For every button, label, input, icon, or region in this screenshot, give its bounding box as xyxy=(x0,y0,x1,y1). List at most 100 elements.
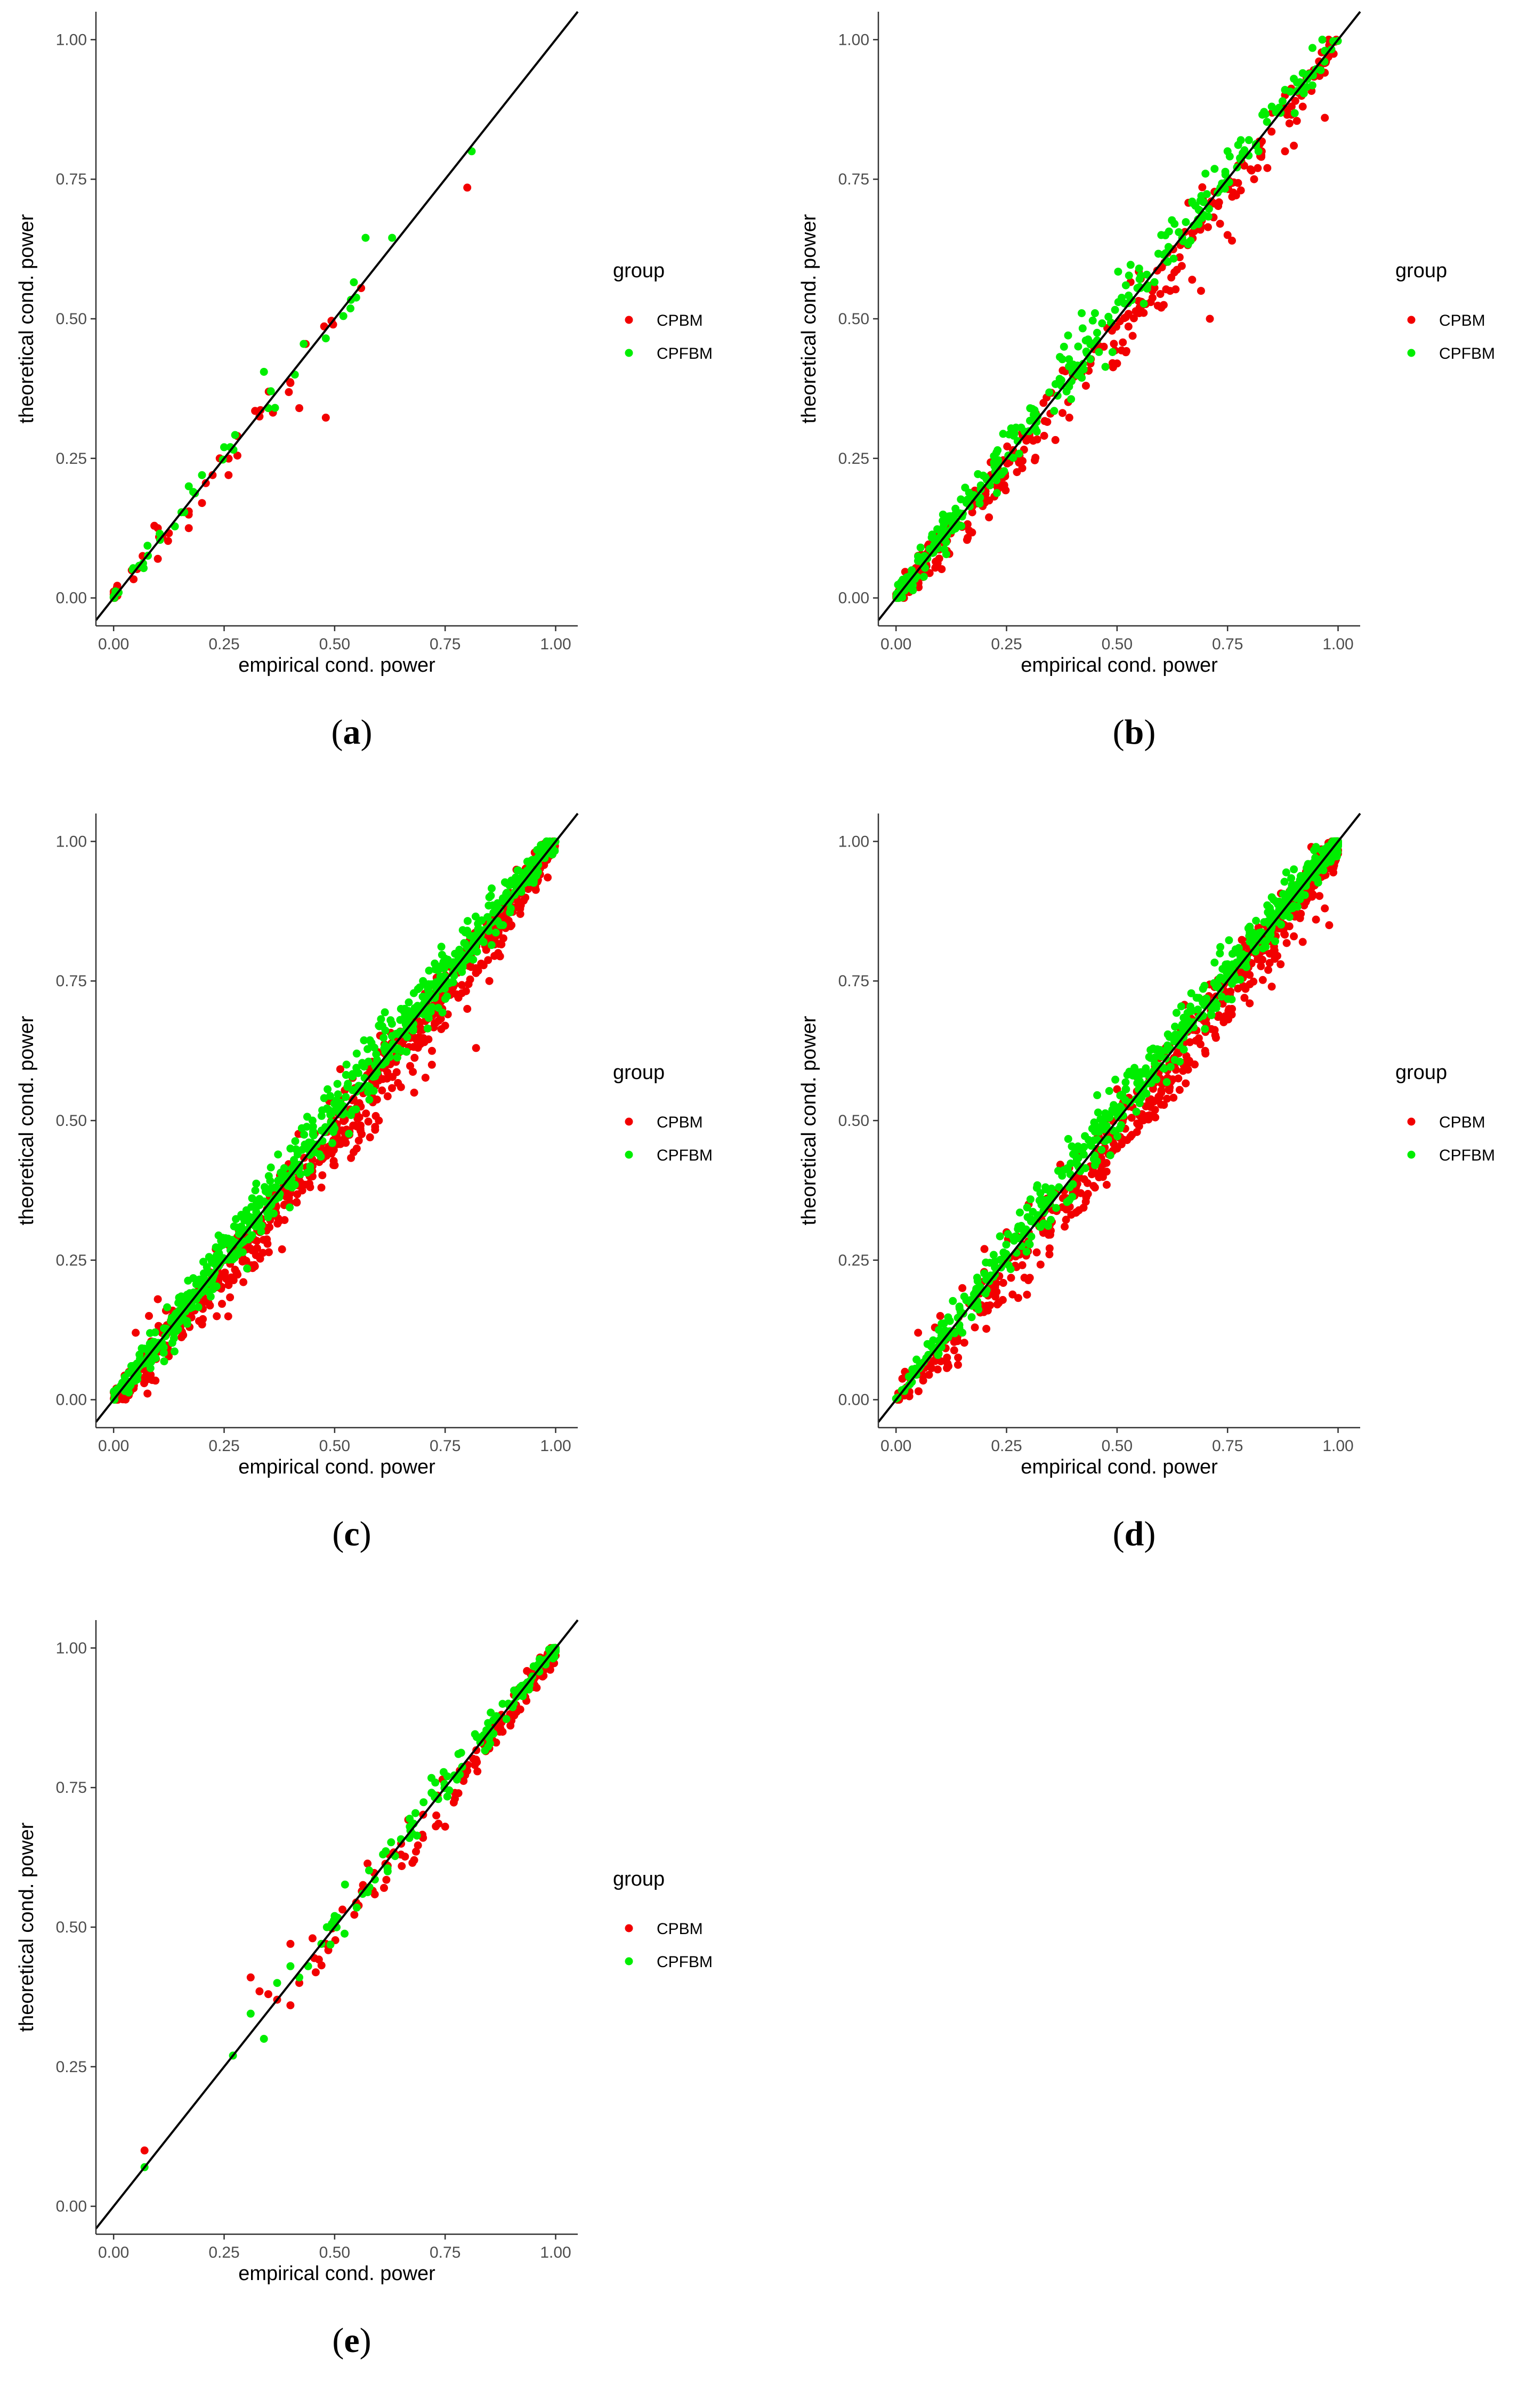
data-point xyxy=(441,1021,449,1030)
legend-label-cpfbm: CPFBM xyxy=(1439,1147,1495,1164)
data-point xyxy=(414,1841,422,1850)
data-point xyxy=(458,981,466,989)
data-point xyxy=(168,1339,176,1347)
data-point xyxy=(431,1778,440,1787)
data-point xyxy=(133,1375,142,1383)
scatter-plot-d: 0.00 0.25 0.50 0.75 1.00 0.00 0.25 0.50 0.75 1.00… xyxy=(798,812,1495,1553)
data-point xyxy=(1262,937,1271,945)
data-point xyxy=(1101,1109,1110,1117)
data-point xyxy=(1174,1030,1182,1039)
data-point xyxy=(362,1109,370,1118)
data-point xyxy=(144,1375,152,1383)
data-point xyxy=(998,469,1006,478)
data-point xyxy=(1082,1193,1090,1202)
x-tick-label: 1.00 xyxy=(540,1437,571,1455)
data-point xyxy=(328,1139,336,1147)
x-axis-title: empirical cond. power xyxy=(1021,654,1218,677)
data-point xyxy=(1105,1087,1113,1095)
data-point xyxy=(1135,309,1143,317)
data-point xyxy=(263,1209,271,1217)
data-point xyxy=(1290,141,1298,150)
data-point xyxy=(419,1798,428,1807)
data-point xyxy=(113,1385,121,1394)
data-point xyxy=(286,2001,295,2010)
data-point xyxy=(282,1193,290,1201)
data-point xyxy=(933,1365,942,1374)
data-point xyxy=(1228,1005,1236,1013)
data-point xyxy=(1065,413,1073,422)
data-point xyxy=(905,1392,914,1400)
data-point xyxy=(303,1169,311,1177)
data-point xyxy=(494,949,503,957)
data-point xyxy=(317,1961,326,1970)
y-tick-label: 1.00 xyxy=(838,833,869,850)
legend-title: group xyxy=(1395,260,1447,282)
data-point xyxy=(1067,395,1076,404)
data-point xyxy=(1114,1105,1123,1114)
data-point xyxy=(352,1144,361,1153)
data-point xyxy=(1114,268,1122,276)
data-point xyxy=(974,470,982,478)
data-point xyxy=(1290,75,1298,83)
data-point xyxy=(290,1156,298,1164)
data-point xyxy=(1113,359,1121,368)
data-point xyxy=(1013,468,1021,477)
data-point xyxy=(224,1312,232,1320)
data-point xyxy=(329,1146,338,1154)
data-point xyxy=(1095,348,1103,356)
data-point xyxy=(1008,1290,1017,1299)
caption-close-paren: ) xyxy=(1144,1515,1156,1553)
data-point xyxy=(491,928,500,937)
data-point xyxy=(1164,243,1173,251)
data-point xyxy=(251,407,260,415)
data-point xyxy=(1223,147,1232,156)
data-point xyxy=(1088,1170,1096,1179)
data-point xyxy=(349,1106,358,1114)
data-point xyxy=(907,572,916,581)
data-point xyxy=(463,1005,472,1013)
data-point xyxy=(1257,962,1265,970)
data-point xyxy=(1064,331,1072,340)
x-tick-label: 0.00 xyxy=(98,1437,129,1455)
data-point xyxy=(130,575,138,584)
data-point xyxy=(484,1719,492,1727)
data-point xyxy=(1296,914,1304,922)
data-point xyxy=(1156,290,1165,298)
data-point xyxy=(1067,1211,1076,1219)
data-point xyxy=(320,1094,328,1102)
y-tick-label: 1.00 xyxy=(56,31,87,49)
data-point xyxy=(427,1060,436,1069)
data-point xyxy=(464,980,473,988)
legend-label-cpbm: CPBM xyxy=(1439,312,1485,329)
data-point xyxy=(1236,976,1245,984)
legend-key-cpbm xyxy=(625,1924,633,1932)
data-point xyxy=(295,1164,304,1172)
data-point xyxy=(463,183,472,192)
y-tick-label: 0.75 xyxy=(56,972,87,990)
data-point xyxy=(432,1811,441,1819)
data-point xyxy=(1026,1195,1035,1204)
data-point xyxy=(153,554,162,563)
data-point xyxy=(280,1164,288,1172)
data-point xyxy=(1130,1064,1138,1072)
data-point xyxy=(965,526,973,535)
data-point xyxy=(1258,976,1267,984)
data-point xyxy=(266,1163,275,1172)
data-point xyxy=(1308,81,1316,90)
data-point xyxy=(898,577,906,586)
data-point xyxy=(936,1312,944,1320)
data-point xyxy=(226,1293,235,1302)
data-point xyxy=(306,1162,314,1171)
data-point xyxy=(410,1089,418,1097)
data-point xyxy=(1102,1181,1111,1189)
data-point xyxy=(1026,416,1034,425)
data-point xyxy=(944,1313,952,1322)
data-point xyxy=(463,927,472,935)
data-point xyxy=(324,1085,332,1093)
data-point xyxy=(1312,915,1320,924)
data-point xyxy=(1044,1222,1053,1230)
data-point xyxy=(1200,981,1209,990)
data-point xyxy=(410,1053,419,1062)
data-point xyxy=(348,1072,357,1081)
panel-b: 0.00 0.25 0.50 0.75 1.00 0.00 0.25 0.50 0.75 1.00… xyxy=(782,0,1519,800)
